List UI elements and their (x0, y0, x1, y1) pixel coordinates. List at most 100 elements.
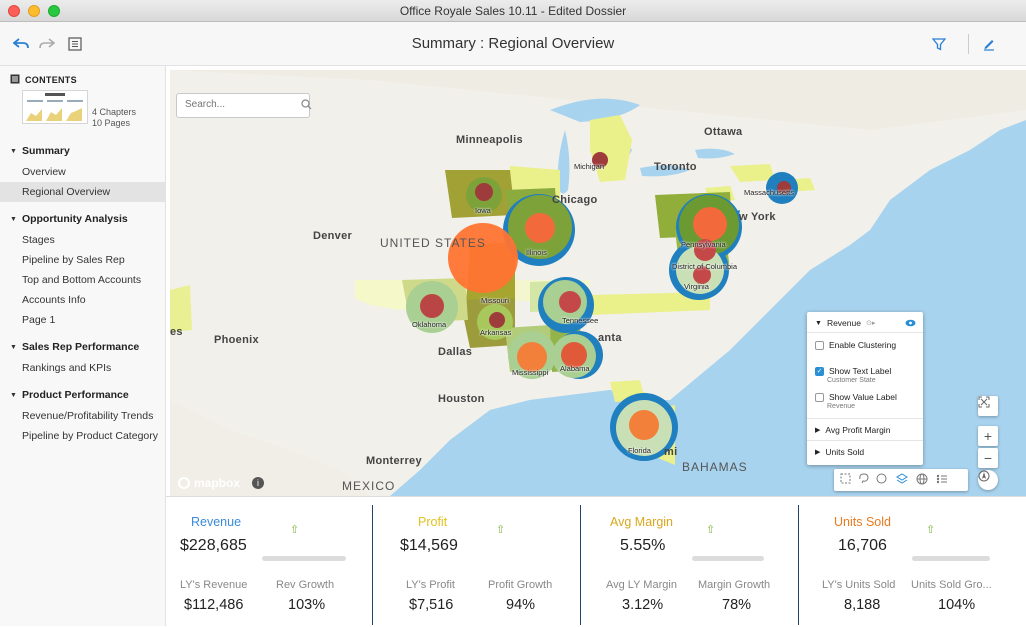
enable-clustering-checkbox[interactable] (815, 340, 824, 350)
layers-icon[interactable] (896, 473, 910, 487)
place-label-chicago: Chicago (552, 194, 598, 206)
place-label-houston: Houston (438, 393, 485, 405)
caret-down-icon: ▼ (815, 319, 822, 327)
kpi-growth-value: 104% (938, 597, 976, 613)
kpi-ly-value: 3.12% (622, 597, 664, 613)
value-label-source: Revenue (827, 403, 856, 410)
contents-sidebar: CONTENTS 4 Chapters 10 Pages ▼ Summary Ov… (0, 66, 166, 626)
state-label-missouri[interactable]: Missouri (481, 296, 509, 305)
kpi-profit[interactable]: Profit $14,569 ⇧ LY's Profit $7,516 Prof… (388, 497, 603, 627)
page-regional-overview[interactable]: Regional Overview (0, 182, 166, 202)
page-accounts-info[interactable]: Accounts Info (22, 294, 86, 306)
state-label-pennsylvania[interactable]: Pennsylvania (681, 240, 726, 249)
lasso-select-icon[interactable] (858, 473, 872, 487)
page-pipeline-by-product-category[interactable]: Pipeline by Product Category (22, 430, 158, 442)
toolbar-divider (968, 34, 969, 54)
globe-icon[interactable] (916, 473, 930, 487)
compass-reset-icon[interactable] (978, 470, 998, 490)
layer-avg-profit-margin[interactable]: ▶ Avg Profit Margin (815, 425, 891, 435)
map-search-box[interactable] (176, 93, 312, 118)
caret-right-icon: ▶ (815, 427, 821, 434)
kpi-divider (798, 505, 799, 625)
panel-divider (807, 440, 923, 441)
page-top-and-bottom-accounts[interactable]: Top and Bottom Accounts (22, 274, 142, 286)
kpi-strip: Revenue $228,685 ⇧ LY's Revenue $112,486… (166, 496, 1026, 626)
undo-icon[interactable] (10, 34, 32, 54)
place-label-miami: mi (664, 446, 678, 458)
state-label-tennessee[interactable]: Tennessee (562, 316, 599, 325)
caret-down-icon: ▼ (10, 343, 17, 351)
kpi-ly-value: $7,516 (409, 597, 454, 613)
page-rankings-and-kpis[interactable]: Rankings and KPIs (22, 362, 112, 374)
contents-label: CONTENTS (25, 75, 77, 85)
state-label-oklahoma[interactable]: Oklahoma (412, 320, 447, 329)
chapter-product-performance[interactable]: ▼ Product Performance (10, 389, 129, 401)
fit-to-extent-icon[interactable] (978, 396, 998, 416)
state-label-iowa[interactable]: Iowa (475, 206, 491, 215)
place-label-minneapolis: Minneapolis (456, 134, 523, 146)
kpi-growth-label: Units Sold Gro... (911, 579, 992, 591)
chapter-sales-rep-performance[interactable]: ▼ Sales Rep Performance (10, 341, 140, 353)
caret-down-icon: ▼ (10, 215, 17, 223)
panel-divider (807, 332, 923, 333)
kpi-value: 16,706 (838, 537, 887, 554)
map-info-icon[interactable]: i (252, 477, 264, 489)
state-label-illinois[interactable]: Illinois (526, 248, 547, 257)
zoom-out-button[interactable]: − (978, 448, 998, 468)
minimize-window-button[interactable] (28, 5, 40, 17)
kpi-units-sold[interactable]: Units Sold 16,706 ⇧ LY's Units Sold 8,18… (814, 497, 1026, 627)
layer-revenue-header[interactable]: ▼ Revenue ⊙▸ (815, 318, 876, 328)
enable-clustering-toggle[interactable]: Enable Clustering (815, 340, 896, 350)
state-label-massachusetts[interactable]: Massachusetts (744, 188, 795, 197)
place-label-toronto: Toronto (654, 161, 697, 173)
kpi-title: Profit (418, 515, 448, 529)
state-label-florida[interactable]: Florida (628, 446, 651, 455)
state-label-district-of-columbia[interactable]: District of Columbia (672, 262, 738, 271)
page-page-1[interactable]: Page 1 (22, 314, 56, 326)
state-label-virginia[interactable]: Virginia (684, 282, 709, 291)
rectangle-select-icon[interactable] (840, 473, 854, 487)
state-label-arkansas[interactable]: Arkansas (480, 328, 512, 337)
panel-divider (807, 418, 923, 419)
chapter-opportunity-analysis[interactable]: ▼ Opportunity Analysis (10, 213, 128, 225)
trend-up-arrow-icon: ⇧ (290, 524, 300, 536)
redo-icon[interactable] (36, 34, 58, 54)
circle-select-icon[interactable] (876, 473, 890, 487)
kpi-avg-margin[interactable]: Avg Margin 5.55% ⇧ Avg LY Margin 3.12% M… (596, 497, 811, 627)
kpi-value: 5.55% (620, 537, 666, 554)
window-titlebar: Office Royale Sales 10.11 - Edited Dossi… (0, 0, 1026, 22)
show-value-label-toggle[interactable]: Show Value Label (815, 392, 897, 402)
show-text-label-toggle[interactable]: ✓ Show Text Label (815, 366, 892, 376)
caret-down-icon: ▼ (10, 391, 17, 399)
zoom-window-button[interactable] (48, 5, 60, 17)
place-label-new-york: w York (739, 211, 776, 223)
mapbox-attribution[interactable]: mapbox (178, 476, 240, 490)
show-value-label-checkbox[interactable] (815, 392, 824, 402)
page-pipeline-by-sales-rep[interactable]: Pipeline by Sales Rep (22, 254, 125, 266)
chapter-summary[interactable]: ▼ Summary (10, 145, 70, 157)
place-label-atlanta: anta (598, 332, 622, 344)
link-icon: ⊙▸ (865, 320, 876, 327)
dossier-thumbnail[interactable] (22, 90, 88, 124)
edit-pencil-icon[interactable] (978, 34, 1000, 54)
state-label-alabama[interactable]: Alabama (560, 364, 590, 373)
legend-icon[interactable] (936, 473, 950, 487)
regional-map[interactable]: Minneapolis Ottawa Toronto Chicago Denve… (170, 70, 1026, 496)
close-window-button[interactable] (8, 5, 20, 17)
show-text-label-checkbox[interactable]: ✓ (815, 366, 824, 376)
map-search-input[interactable] (185, 99, 285, 110)
state-label-mississippi[interactable]: Mississippi (512, 368, 549, 377)
place-label-united-states: UNITED STATES (380, 236, 486, 250)
page-stages[interactable]: Stages (22, 234, 55, 246)
kpi-value: $228,685 (180, 537, 247, 554)
page-overview[interactable]: Overview (22, 166, 66, 178)
table-of-contents-icon[interactable] (64, 34, 86, 54)
map-layer-panel: ▼ Revenue ⊙▸ Enable Clustering ✓ Show Te… (807, 312, 923, 465)
kpi-ly-value: 8,188 (844, 597, 881, 613)
page-revenue-profitability-trends[interactable]: Revenue/Profitability Trends (22, 410, 154, 422)
filter-icon[interactable] (928, 34, 950, 54)
kpi-revenue[interactable]: Revenue $228,685 ⇧ LY's Revenue $112,486… (166, 497, 381, 627)
state-label-michigan[interactable]: Michigan (574, 162, 605, 171)
zoom-in-button[interactable]: + (978, 426, 998, 446)
layer-units-sold[interactable]: ▶ Units Sold (815, 447, 865, 457)
